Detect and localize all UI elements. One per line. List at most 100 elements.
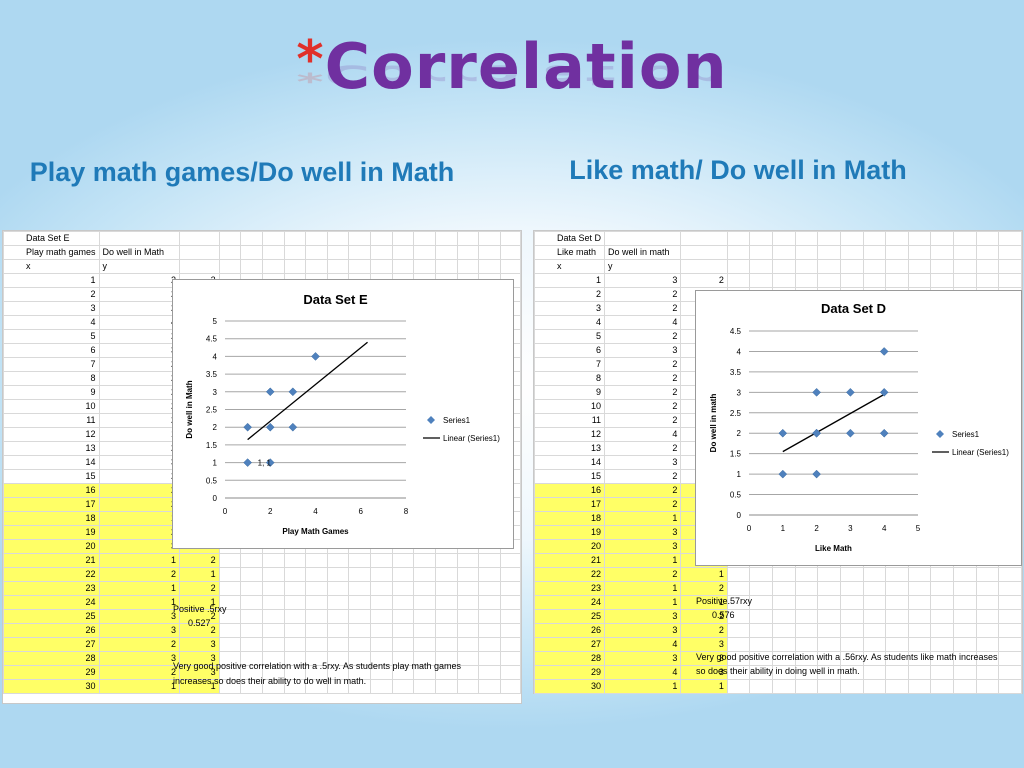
- cell[interactable]: [749, 273, 774, 288]
- cell[interactable]: 30: [3, 679, 100, 694]
- cell[interactable]: [348, 637, 372, 652]
- cell[interactable]: [862, 609, 887, 624]
- cell[interactable]: 3: [680, 651, 728, 666]
- cell[interactable]: [478, 651, 501, 666]
- cell[interactable]: [749, 259, 774, 274]
- cell[interactable]: [885, 231, 909, 246]
- cell[interactable]: [839, 273, 864, 288]
- cell[interactable]: [907, 273, 932, 288]
- cell[interactable]: 6: [533, 343, 606, 358]
- cell[interactable]: [975, 567, 1000, 582]
- cell[interactable]: [499, 679, 522, 694]
- cell[interactable]: [772, 623, 796, 638]
- cell[interactable]: [772, 609, 796, 624]
- cell[interactable]: Do well in math: [604, 245, 682, 260]
- cell[interactable]: [772, 637, 796, 652]
- cell[interactable]: [817, 581, 841, 596]
- cell[interactable]: [998, 665, 1022, 680]
- cell[interactable]: [240, 581, 263, 596]
- cell[interactable]: [975, 665, 1000, 680]
- cell[interactable]: [862, 679, 887, 694]
- cell[interactable]: 2: [604, 371, 682, 386]
- cell[interactable]: [794, 273, 819, 288]
- cell[interactable]: [478, 581, 501, 596]
- cell[interactable]: [839, 259, 864, 274]
- cell[interactable]: [975, 245, 1000, 260]
- cell[interactable]: [478, 567, 501, 582]
- cell[interactable]: [907, 623, 932, 638]
- cell[interactable]: [499, 665, 522, 680]
- cell[interactable]: [930, 581, 954, 596]
- cell[interactable]: [885, 637, 909, 652]
- cell[interactable]: [907, 231, 932, 246]
- cell[interactable]: [326, 623, 350, 638]
- cell[interactable]: [998, 595, 1022, 610]
- cell[interactable]: 24: [3, 595, 100, 610]
- cell[interactable]: 13: [3, 441, 100, 456]
- cell[interactable]: [975, 259, 1000, 274]
- cell[interactable]: Data Set D: [533, 231, 606, 246]
- cell[interactable]: [370, 609, 393, 624]
- cell[interactable]: [975, 581, 1000, 596]
- cell[interactable]: [862, 273, 887, 288]
- cell[interactable]: [794, 567, 819, 582]
- cell[interactable]: [370, 679, 393, 694]
- cell[interactable]: 3: [604, 539, 682, 554]
- cell[interactable]: [907, 665, 932, 680]
- cell[interactable]: [478, 553, 501, 568]
- cell[interactable]: [499, 623, 522, 638]
- cell[interactable]: [499, 245, 522, 260]
- cell[interactable]: 28: [533, 651, 606, 666]
- cell[interactable]: [434, 553, 458, 568]
- cell[interactable]: 2: [98, 413, 180, 428]
- cell[interactable]: [413, 581, 436, 596]
- cell[interactable]: [413, 609, 436, 624]
- cell[interactable]: [391, 609, 415, 624]
- cell[interactable]: 17: [3, 497, 100, 512]
- cell[interactable]: [261, 567, 285, 582]
- cell[interactable]: [726, 231, 751, 246]
- cell[interactable]: [998, 623, 1022, 638]
- cell[interactable]: 15: [3, 469, 100, 484]
- cell[interactable]: [907, 609, 932, 624]
- cell[interactable]: [370, 567, 393, 582]
- cell[interactable]: [434, 245, 458, 260]
- cell[interactable]: [499, 595, 522, 610]
- cell[interactable]: 2: [604, 497, 682, 512]
- cell[interactable]: 12: [533, 427, 606, 442]
- chart-data-set-e[interactable]: Data Set E 0 0.5 1 1.5 2 2.5 3 3.5 4 4.5 5 0 2 4 6 8 Play…: [172, 279, 514, 549]
- cell[interactable]: 1: [98, 679, 180, 694]
- cell[interactable]: [952, 581, 977, 596]
- cell[interactable]: [305, 609, 328, 624]
- cell[interactable]: [240, 609, 263, 624]
- cell[interactable]: [434, 637, 458, 652]
- cell[interactable]: [817, 623, 841, 638]
- cell[interactable]: 3: [604, 651, 682, 666]
- cell[interactable]: [499, 231, 522, 246]
- cell[interactable]: [456, 679, 480, 694]
- cell[interactable]: [885, 259, 909, 274]
- cell[interactable]: [952, 259, 977, 274]
- cell[interactable]: 29: [3, 665, 100, 680]
- cell[interactable]: 2: [604, 287, 682, 302]
- cell[interactable]: [817, 259, 841, 274]
- cell[interactable]: [862, 245, 887, 260]
- cell[interactable]: [283, 609, 307, 624]
- cell[interactable]: [907, 679, 932, 694]
- cell[interactable]: [749, 245, 774, 260]
- cell[interactable]: [499, 581, 522, 596]
- cell[interactable]: [726, 679, 751, 694]
- cell[interactable]: [749, 637, 774, 652]
- cell[interactable]: [413, 623, 436, 638]
- cell[interactable]: 1: [680, 679, 728, 694]
- cell[interactable]: [391, 637, 415, 652]
- cell[interactable]: [772, 259, 796, 274]
- cell[interactable]: [839, 623, 864, 638]
- cell[interactable]: [305, 637, 328, 652]
- cell[interactable]: 3: [98, 455, 180, 470]
- cell[interactable]: [391, 567, 415, 582]
- cell[interactable]: 2: [98, 357, 180, 372]
- cell[interactable]: [240, 259, 263, 274]
- cell[interactable]: 4: [3, 315, 100, 330]
- cell[interactable]: 4: [533, 315, 606, 330]
